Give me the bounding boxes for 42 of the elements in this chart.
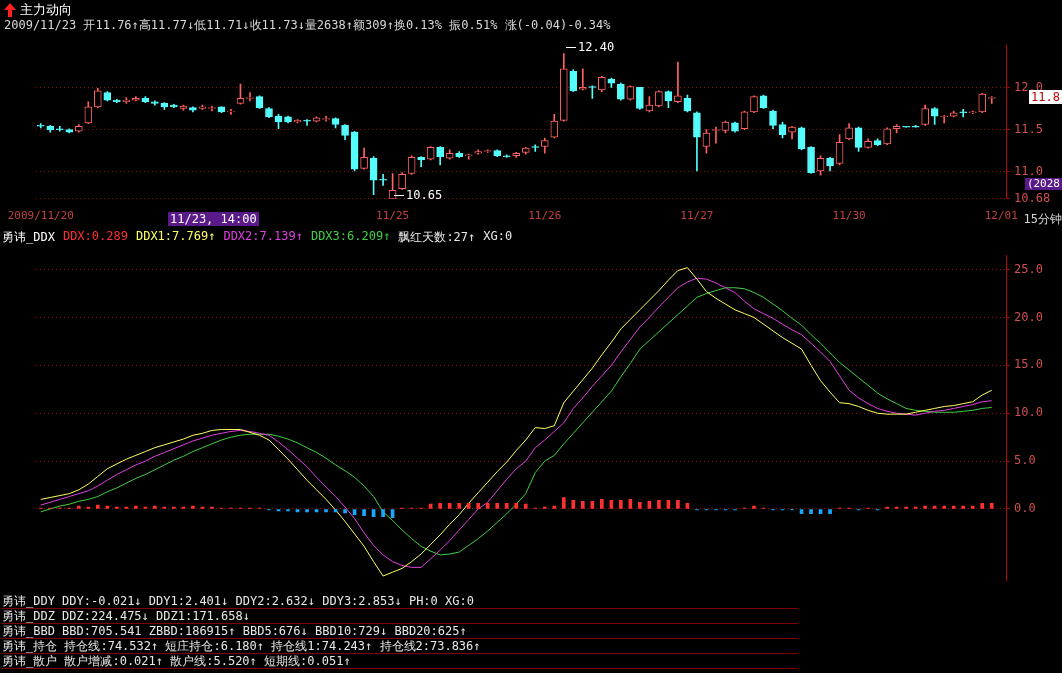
text: 2009/11/23 开11.76↑高11.77↓低11.71↓收11.73↓量2638↑额309↑换0.13% 振0.51% 涨(-0.04)-0.34% bbox=[4, 18, 611, 32]
text: DDX3:6.209↑ bbox=[310, 229, 391, 243]
x-tick-label: 12/01 bbox=[984, 209, 1018, 223]
candlestick bbox=[940, 114, 949, 124]
legend-title: 勇讳_DDX bbox=[2, 230, 55, 244]
y-tick-label: 10.68 bbox=[1014, 190, 1051, 205]
text: XG:0 bbox=[483, 229, 513, 243]
y-tick-label: 0.0 bbox=[1014, 501, 1036, 516]
annotation: 10.65 bbox=[406, 188, 443, 202]
text: 勇讳_BBD BBD:705.541 ZBBD:186915↑ BBD5:676↓ BBD10:729↓ BBD20:625↑ bbox=[2, 624, 467, 638]
candlestick bbox=[959, 109, 968, 118]
x-tick-label: 11/27 bbox=[680, 209, 714, 223]
text: 飘红天数:27↑ bbox=[398, 230, 476, 244]
y-tick-label: 20.0 bbox=[1014, 309, 1043, 324]
candlestick bbox=[674, 61, 682, 103]
y-tick-label: 15.0 bbox=[1014, 357, 1043, 372]
candlestick bbox=[578, 68, 587, 91]
candlestick bbox=[379, 174, 387, 186]
text: 勇讳_散户 散户增减:0.021↑ 散户线:5.520↑ 短期线:0.051↑ bbox=[2, 654, 351, 668]
y-tick-label: 10.0 bbox=[1014, 405, 1043, 420]
text: 勇讳_DDY DDY:-0.021↓ DDY1:2.401↓ DDY2:2.632↓ DDY3:2.853↓ PH:0 XG:0 bbox=[2, 594, 474, 608]
candlestick bbox=[303, 119, 311, 126]
text: 勇讳_DDZ DDZ:224.475↓ DDZ1:171.658↓ bbox=[2, 609, 250, 623]
x-tick-label: 2009/11/20 bbox=[7, 209, 74, 223]
x-tick-label: 11/25 bbox=[376, 209, 410, 223]
text: 11.8 bbox=[1031, 90, 1060, 104]
candlestick bbox=[227, 109, 235, 115]
text: (2028 bbox=[1026, 177, 1060, 190]
x-tick-label: 11/26 bbox=[528, 209, 562, 223]
text: 15分钟 bbox=[1023, 212, 1062, 226]
text: DDX1:7.769↑ bbox=[135, 229, 216, 243]
annotation: 12.40 bbox=[578, 40, 615, 54]
y-tick-label: 25.0 bbox=[1014, 261, 1043, 276]
text: 勇讳_持仓 持仓线:74.532↑ 短庄持仓:6.180↑ 持仓线1:74.243↑ 持仓线2:73.836↑ bbox=[2, 639, 481, 653]
text: DDX2:7.139↑ bbox=[223, 229, 303, 243]
text: DDX:0.289 bbox=[62, 229, 128, 243]
y-tick-label: 11.0 bbox=[1014, 163, 1043, 178]
y-tick-label: 11.5 bbox=[1014, 121, 1043, 136]
text: 11/23, 14:00 bbox=[170, 212, 257, 226]
chart-title: 主力动向 bbox=[20, 1, 72, 19]
x-tick-label: 11/30 bbox=[832, 209, 866, 223]
y-tick-label: 5.0 bbox=[1014, 453, 1036, 468]
